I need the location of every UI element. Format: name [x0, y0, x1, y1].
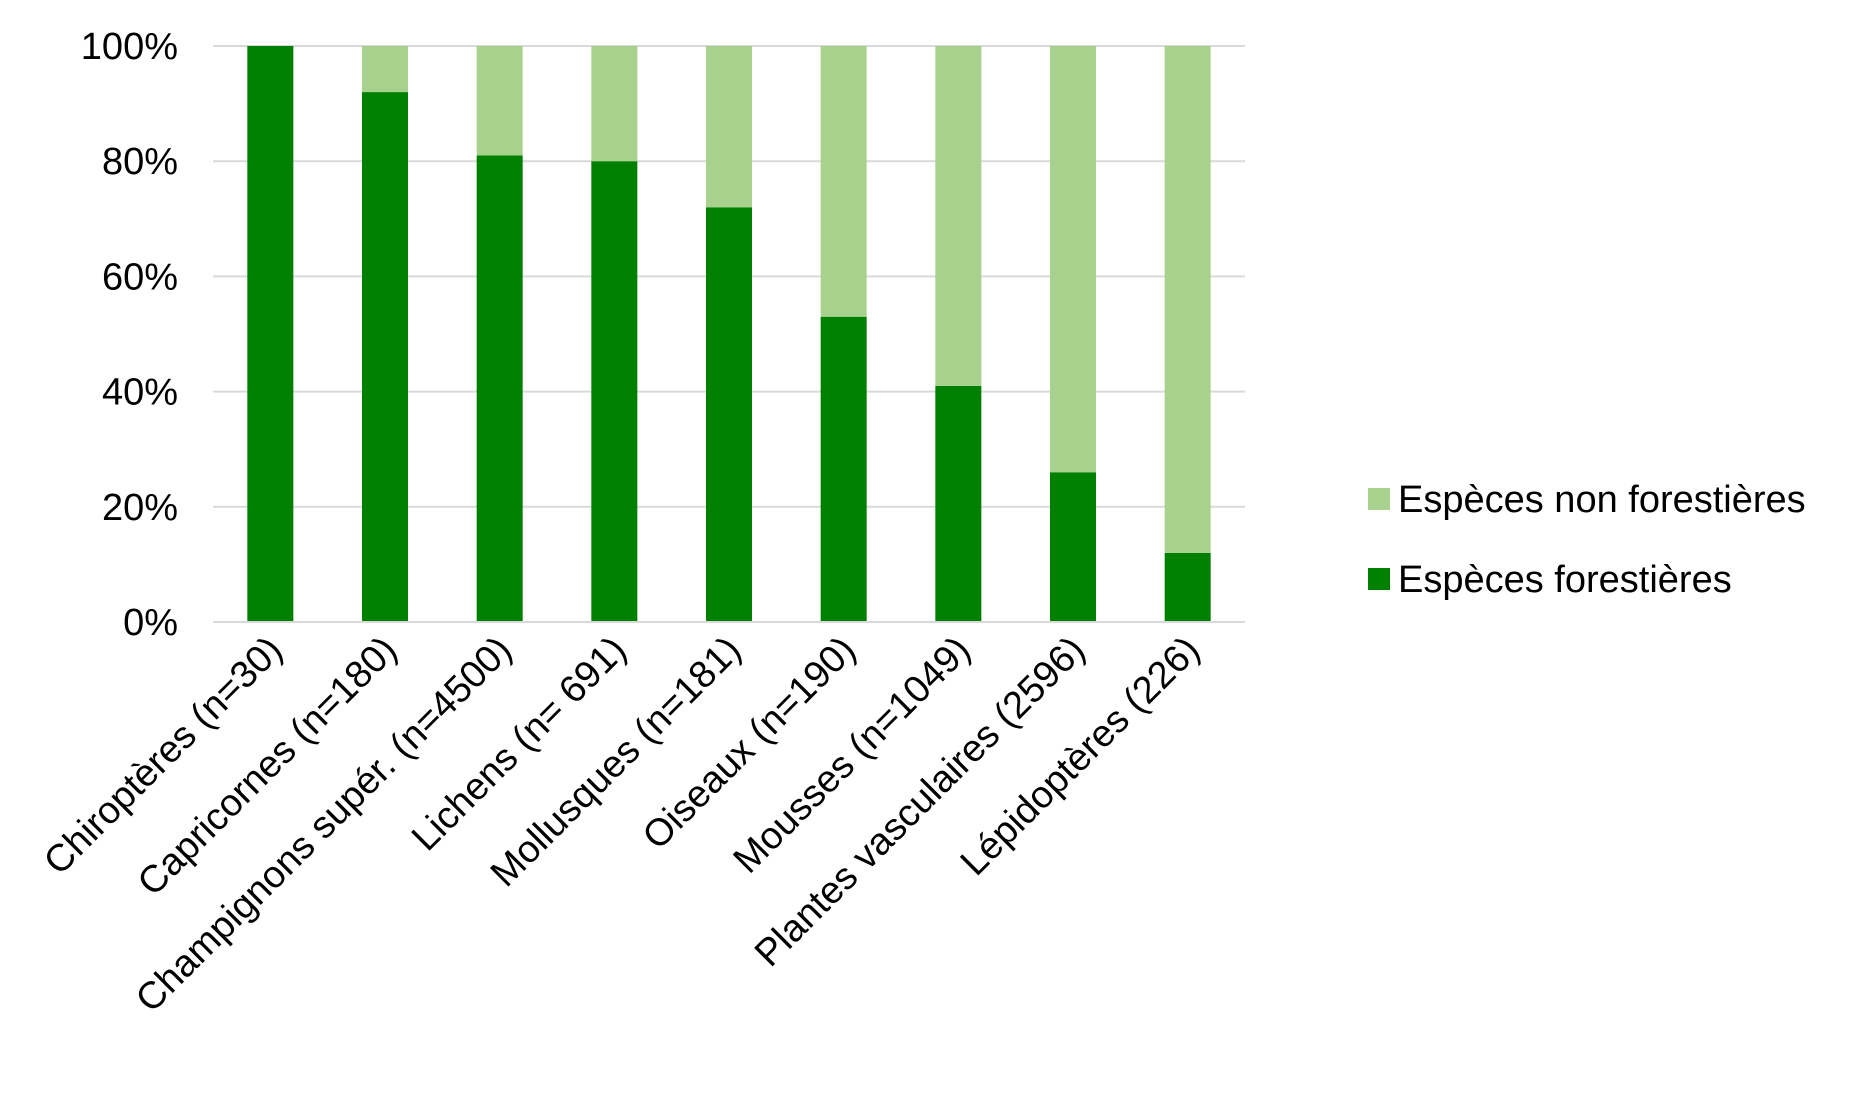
- bar-segment: [476, 46, 523, 156]
- y-tick-label: 40%: [102, 372, 178, 414]
- bar-segment: [362, 46, 408, 93]
- bar-segment: [706, 207, 752, 622]
- y-tick-label: 60%: [102, 256, 178, 298]
- bar-segment: [1164, 46, 1211, 553]
- bar-segment: [706, 46, 752, 208]
- bar-segment: [820, 316, 867, 622]
- bar-segment: [476, 155, 523, 622]
- bars: [213, 46, 1245, 623]
- y-tick-label: 80%: [102, 141, 178, 183]
- legend-label: Espèces forestières: [1398, 559, 1732, 601]
- bar-segment: [935, 385, 982, 622]
- bar-segment: [591, 46, 638, 162]
- bar-segment: [820, 46, 867, 317]
- bar-segment: [935, 46, 982, 386]
- bar-segment: [1050, 472, 1096, 622]
- x-axis-labels: Chiroptères (n=30)Capricornes (n=180)Cha…: [36, 629, 1208, 1021]
- bar-segment: [247, 46, 294, 622]
- y-axis-ticks: 0% 20% 40% 60% 80% 100%: [81, 26, 178, 644]
- bar-segment: [1050, 46, 1096, 473]
- bar-segment: [362, 92, 408, 622]
- legend-swatch: [1368, 568, 1390, 590]
- y-tick-label: 20%: [102, 487, 178, 529]
- y-tick-label: 0%: [123, 602, 178, 644]
- legend-label: Espèces non forestières: [1398, 479, 1806, 521]
- bar-segment: [591, 161, 638, 622]
- bar-segment: [1164, 552, 1211, 622]
- legend-swatch: [1368, 488, 1390, 510]
- x-category-label: Oiseaux (n=190): [635, 629, 864, 858]
- x-category-label: Lichens (n= 691): [404, 629, 635, 860]
- y-tick-label: 100%: [81, 26, 178, 68]
- legend: Espèces non forestières Espèces forestièr…: [1368, 479, 1806, 601]
